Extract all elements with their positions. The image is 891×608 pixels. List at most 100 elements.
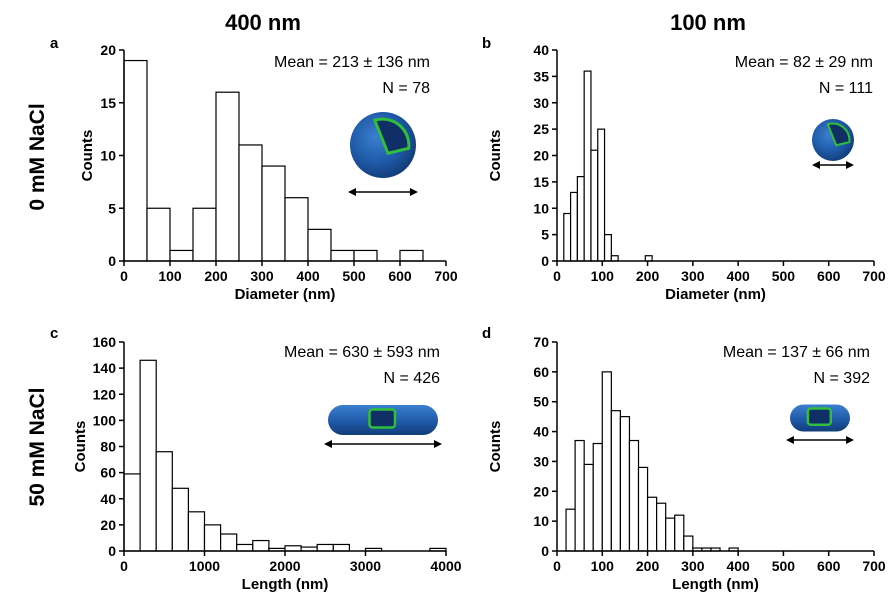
y-tick-label: 20 bbox=[533, 483, 549, 499]
histogram-bar bbox=[220, 533, 238, 552]
inset-arrow-left-head bbox=[324, 440, 332, 448]
x-tick-label: 300 bbox=[681, 558, 705, 574]
histogram-panel-c: 0 1000 2000 3000 4000 0 20 40 60 80 100 120 140 160 Le… bbox=[50, 325, 462, 593]
x-axis-label: Length (nm) bbox=[672, 576, 759, 593]
n-annotation: N = 426 bbox=[384, 370, 441, 387]
y-tick-label: 20 bbox=[100, 42, 116, 58]
y-tick-label: 10 bbox=[100, 148, 116, 164]
histogram-bar bbox=[610, 410, 621, 552]
y-tick-label: 80 bbox=[100, 439, 116, 455]
x-axis-label: Diameter (nm) bbox=[235, 286, 336, 303]
particle-inset bbox=[348, 112, 418, 196]
x-tick-label: 200 bbox=[204, 268, 228, 284]
y-tick-label: 25 bbox=[533, 121, 549, 137]
y-tick-label: 140 bbox=[93, 360, 117, 376]
histogram-bar bbox=[574, 439, 585, 552]
rod-inset-cutaway bbox=[368, 408, 397, 429]
column-title-400nm: 400 nm bbox=[225, 10, 301, 35]
histogram-bar bbox=[610, 255, 619, 262]
histogram-bar bbox=[139, 359, 157, 552]
mean-annotation: Mean = 213 ± 136 nm bbox=[274, 54, 430, 71]
x-tick-label: 200 bbox=[636, 268, 660, 284]
row-title-50mm-nacl: 50 mM NaCl bbox=[26, 387, 49, 506]
histogram-bar bbox=[399, 249, 424, 262]
histogram-bar bbox=[316, 543, 334, 552]
histogram-bar bbox=[203, 524, 222, 552]
y-tick-label: 70 bbox=[533, 334, 549, 350]
panel-letter: c bbox=[50, 325, 58, 342]
y-tick-label: 0 bbox=[541, 253, 549, 269]
row-title-0mm-nacl: 0 mM NaCl bbox=[26, 103, 49, 210]
sphere-inset-cutaway bbox=[372, 117, 411, 155]
mean-annotation: Mean = 82 ± 29 nm bbox=[735, 54, 873, 71]
x-tick-label: 0 bbox=[553, 268, 561, 284]
panel-letter: a bbox=[50, 35, 59, 52]
histogram-bar bbox=[146, 207, 171, 262]
histogram-bar bbox=[353, 249, 378, 262]
y-tick-label: 40 bbox=[533, 424, 549, 440]
x-tick-label: 500 bbox=[772, 558, 796, 574]
histogram-bar bbox=[565, 508, 576, 552]
histogram-bar bbox=[155, 451, 173, 552]
histogram-bar bbox=[252, 539, 270, 552]
x-tick-label: 300 bbox=[681, 268, 705, 284]
histogram-bar bbox=[284, 545, 302, 552]
x-tick-label: 400 bbox=[726, 558, 750, 574]
inset-arrow-right-head bbox=[846, 161, 854, 169]
y-tick-label: 0 bbox=[108, 253, 116, 269]
x-tick-label: 400 bbox=[296, 268, 320, 284]
x-tick-label: 300 bbox=[250, 268, 274, 284]
panel-letter: d bbox=[482, 325, 491, 342]
histogram-bar bbox=[236, 543, 254, 552]
histogram-bar bbox=[123, 473, 141, 552]
histogram-bar bbox=[169, 249, 194, 262]
y-tick-label: 0 bbox=[108, 543, 116, 559]
x-axis-label: Diameter (nm) bbox=[665, 286, 766, 303]
histogram-bar bbox=[619, 416, 631, 552]
x-tick-label: 100 bbox=[158, 268, 182, 284]
histogram-bar bbox=[656, 502, 667, 552]
x-tick-label: 700 bbox=[862, 558, 886, 574]
histogram-bar bbox=[171, 487, 190, 552]
y-axis-label: Counts bbox=[79, 130, 96, 182]
histogram-bar bbox=[569, 191, 578, 262]
y-tick-label: 60 bbox=[533, 364, 549, 380]
y-tick-label: 20 bbox=[100, 517, 116, 533]
y-tick-label: 120 bbox=[93, 386, 117, 402]
histogram-bar bbox=[665, 517, 676, 552]
histogram-bar bbox=[238, 144, 263, 262]
x-tick-label: 100 bbox=[591, 558, 615, 574]
x-tick-label: 600 bbox=[388, 268, 412, 284]
y-tick-label: 50 bbox=[533, 394, 549, 410]
y-tick-label: 20 bbox=[533, 148, 549, 164]
x-axis-label: Length (nm) bbox=[242, 576, 329, 593]
n-annotation: N = 78 bbox=[382, 80, 430, 97]
column-title-100nm: 100 nm bbox=[670, 10, 746, 35]
particle-inset bbox=[324, 405, 442, 448]
x-tick-label: 600 bbox=[817, 558, 841, 574]
x-tick-label: 1000 bbox=[189, 558, 220, 574]
x-tick-label: 600 bbox=[817, 268, 841, 284]
x-tick-label: 3000 bbox=[350, 558, 381, 574]
x-tick-label: 0 bbox=[120, 558, 128, 574]
y-tick-label: 5 bbox=[541, 227, 549, 243]
histogram-bar bbox=[563, 212, 572, 262]
histogram-bar bbox=[187, 511, 206, 552]
y-tick-label: 30 bbox=[533, 95, 549, 111]
y-tick-label: 100 bbox=[93, 412, 117, 428]
histogram-bar bbox=[123, 59, 148, 262]
y-tick-label: 15 bbox=[100, 95, 116, 111]
histogram-bar bbox=[284, 197, 309, 262]
mean-annotation: Mean = 630 ± 593 nm bbox=[284, 344, 440, 361]
particle-inset bbox=[786, 404, 854, 444]
histogram-bar bbox=[674, 514, 685, 552]
x-tick-label: 2000 bbox=[269, 558, 300, 574]
mean-annotation: Mean = 137 ± 66 nm bbox=[723, 344, 870, 361]
inset-arrow-left-head bbox=[786, 436, 794, 444]
x-tick-label: 500 bbox=[342, 268, 366, 284]
y-tick-label: 35 bbox=[533, 68, 549, 84]
histogram-bar bbox=[576, 176, 585, 262]
panel-letter: b bbox=[482, 35, 491, 52]
x-tick-label: 700 bbox=[862, 268, 886, 284]
